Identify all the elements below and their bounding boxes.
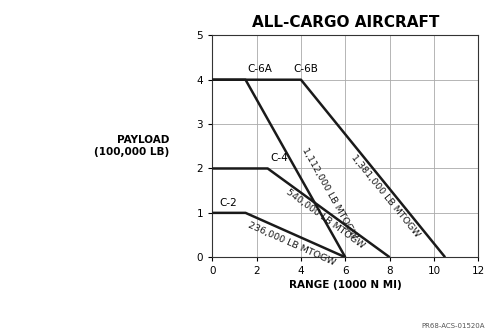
Text: 236,000 LB MTOGW: 236,000 LB MTOGW	[246, 221, 336, 268]
Y-axis label: PAYLOAD
(100,000 LB): PAYLOAD (100,000 LB)	[94, 135, 170, 157]
Text: 1,381,000 LB MTOGW: 1,381,000 LB MTOGW	[350, 153, 422, 239]
X-axis label: RANGE (1000 N MI): RANGE (1000 N MI)	[289, 281, 402, 290]
Text: C-2: C-2	[219, 198, 236, 208]
Text: C-4: C-4	[270, 153, 287, 163]
Text: 540,000 LB MTOGW: 540,000 LB MTOGW	[284, 187, 366, 250]
Title: ALL-CARGO AIRCRAFT: ALL-CARGO AIRCRAFT	[252, 15, 439, 30]
Text: PR68-ACS-01520A: PR68-ACS-01520A	[422, 323, 485, 329]
Text: C-6B: C-6B	[293, 64, 318, 74]
Text: 1,112,000 LB MTOGW: 1,112,000 LB MTOGW	[300, 146, 358, 241]
Text: C-6A: C-6A	[248, 64, 272, 74]
